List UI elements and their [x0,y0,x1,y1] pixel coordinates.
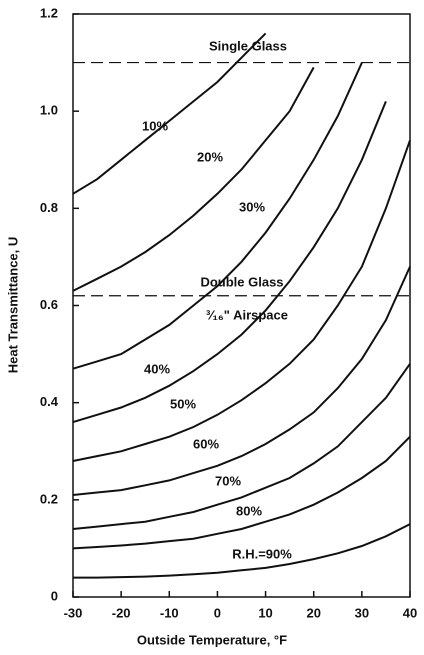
y-tick-label: 0.2 [40,491,58,506]
x-tick-label: 20 [306,605,320,620]
x-tick-label: 40 [403,605,417,620]
curve [72,101,387,424]
curve-label: 70% [215,473,241,488]
y-tick-label: 1.0 [40,103,58,118]
annotation: ³⁄₁₆" Airspace [206,307,288,322]
curve-label: 80% [236,503,262,518]
curve [72,139,411,462]
y-tick-label: 0 [51,588,58,603]
curve-label: 30% [239,199,265,214]
x-tick-label: 0 [214,605,221,620]
reference-label: Single Glass [209,38,287,53]
curve-label: R.H.=90% [232,546,292,561]
curve [72,32,267,195]
curve-label: 40% [144,361,170,376]
reference-label: Double Glass [200,274,283,289]
x-tick-label: -10 [160,605,179,620]
y-tick-label: 0.6 [40,297,58,312]
curve [72,266,411,496]
curve-label: 10% [142,118,168,133]
curve [72,363,411,530]
curve [72,435,411,550]
curve-label: 50% [170,396,196,411]
curve-label: 20% [197,149,223,164]
y-tick-label: 0.4 [40,394,59,409]
curve [72,66,315,292]
curve [72,62,363,370]
x-tick-label: 30 [355,605,369,620]
x-tick-label: 10 [258,605,272,620]
x-tick-label: -20 [112,605,131,620]
curve-label: 60% [193,436,219,451]
x-axis-label: Outside Temperature, °F [137,632,287,647]
y-tick-label: 0.8 [40,200,58,215]
x-tick-label: -30 [64,605,83,620]
y-axis-label: Heat Transmittance, U [5,237,20,374]
y-tick-label: 1.2 [40,5,58,20]
curve [73,523,411,579]
